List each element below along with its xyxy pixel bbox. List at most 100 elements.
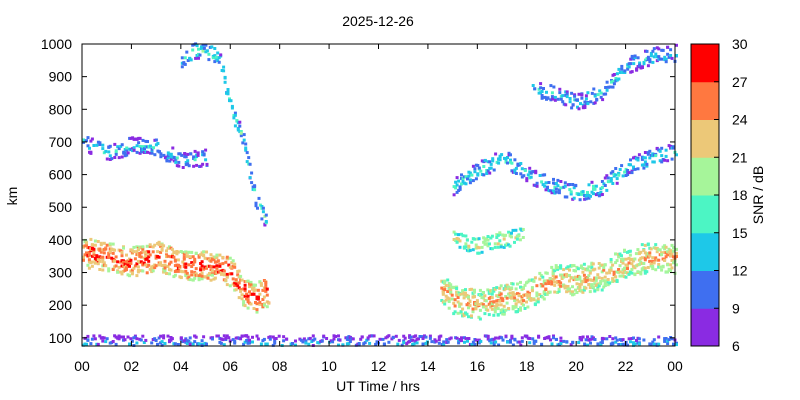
data-cell (658, 265, 662, 269)
data-cell (132, 266, 136, 270)
data-cell (101, 339, 105, 343)
colorbar-segment (691, 81, 719, 120)
y-tick-label: 500 (49, 199, 73, 215)
data-cell (445, 338, 449, 342)
data-cell (629, 340, 632, 344)
data-cell (237, 296, 241, 300)
data-cell (243, 289, 247, 293)
colorbar-tick-label: 30 (732, 36, 748, 52)
data-cell (570, 106, 574, 110)
data-cell (194, 252, 198, 255)
data-cell (589, 194, 592, 198)
data-cell (216, 51, 220, 55)
data-cell (154, 138, 158, 142)
data-cell (154, 339, 158, 342)
data-cell (194, 56, 198, 60)
data-cell (621, 257, 625, 261)
data-cell (254, 204, 258, 208)
data-cell (539, 82, 543, 86)
data-cell (246, 306, 250, 310)
data-cell (89, 342, 93, 346)
data-cell (643, 258, 647, 262)
data-cell (538, 277, 542, 281)
data-cell (199, 262, 203, 265)
data-cell (654, 256, 658, 260)
data-cell (268, 335, 272, 339)
data-cell (669, 249, 673, 253)
data-cell (623, 71, 627, 74)
data-cell (528, 337, 532, 340)
data-cell (194, 267, 198, 271)
data-cell (608, 85, 612, 89)
data-cell (563, 181, 567, 185)
data-cell (102, 251, 106, 255)
data-cell (196, 153, 200, 157)
data-cell (543, 95, 547, 99)
data-cell (603, 281, 607, 285)
data-cell (163, 263, 167, 267)
data-cell (204, 148, 208, 152)
data-cell (452, 301, 456, 305)
data-cell (489, 341, 493, 345)
data-cell (615, 181, 619, 185)
data-cell (96, 342, 100, 346)
data-cell (200, 260, 204, 264)
data-cell (550, 282, 554, 286)
data-cell (414, 339, 418, 343)
data-cell (626, 263, 629, 267)
data-cell (514, 302, 518, 306)
data-cell (409, 335, 413, 339)
data-cell (219, 272, 223, 276)
data-cell (648, 60, 652, 64)
data-cell (254, 288, 257, 292)
data-cell (227, 263, 231, 267)
data-cell (242, 138, 246, 142)
data-cell (590, 91, 594, 95)
data-cell (183, 152, 187, 156)
data-cell (224, 336, 228, 340)
data-cell (455, 287, 459, 290)
data-cell (476, 164, 480, 167)
data-cell (579, 289, 583, 293)
data-cell (218, 264, 222, 268)
data-cell (623, 248, 626, 252)
data-cell (510, 296, 514, 300)
data-cell (226, 90, 230, 94)
data-cell (633, 266, 637, 270)
data-cell (225, 334, 229, 338)
data-cell (470, 314, 473, 318)
data-cell (123, 151, 127, 155)
data-cell (153, 153, 157, 157)
data-cell (120, 272, 124, 276)
data-cell (605, 88, 609, 92)
data-cell (199, 266, 203, 270)
data-cell (486, 169, 490, 173)
data-cell (491, 157, 495, 161)
data-cell (618, 270, 622, 274)
data-cell (477, 315, 481, 319)
data-cell (636, 167, 640, 171)
data-cell (576, 267, 580, 271)
data-cell (159, 261, 163, 265)
data-cell (216, 259, 220, 263)
data-cell (517, 234, 521, 238)
data-cell (473, 295, 476, 299)
data-cell (223, 75, 227, 79)
data-cell (474, 307, 478, 311)
data-cell (543, 173, 547, 177)
data-cell (649, 343, 653, 346)
data-cell (556, 266, 560, 269)
data-cell (285, 337, 289, 341)
data-cell (87, 251, 91, 254)
data-cell (166, 254, 170, 258)
data-cell (233, 265, 237, 269)
data-cell (457, 341, 461, 345)
data-cell (402, 334, 406, 338)
data-cell (248, 285, 251, 289)
data-cell (133, 264, 137, 268)
data-cell (130, 271, 134, 275)
data-cell (264, 283, 268, 287)
data-cell (450, 293, 454, 297)
data-cell (439, 334, 443, 338)
data-cell (639, 270, 643, 274)
